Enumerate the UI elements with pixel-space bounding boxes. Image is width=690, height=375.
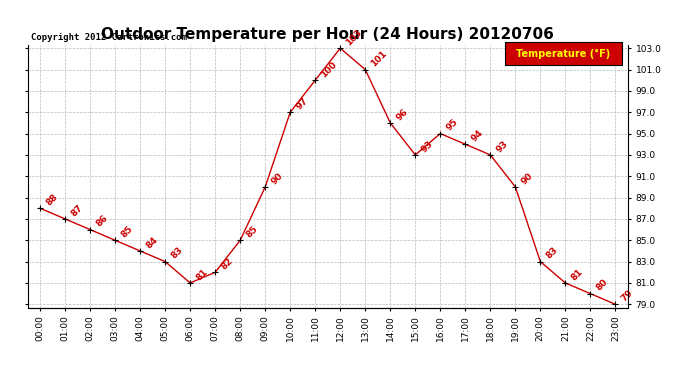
Text: 93: 93 (495, 139, 510, 154)
Text: 96: 96 (395, 107, 410, 122)
Text: 87: 87 (69, 203, 85, 218)
Text: 100: 100 (319, 60, 339, 80)
Text: 93: 93 (420, 139, 435, 154)
Title: Outdoor Temperature per Hour (24 Hours) 20120706: Outdoor Temperature per Hour (24 Hours) … (101, 27, 554, 42)
Text: 81: 81 (569, 267, 584, 282)
Text: 97: 97 (295, 96, 310, 111)
Text: 103: 103 (344, 28, 364, 47)
Text: Copyright 2012 Cartronics.com: Copyright 2012 Cartronics.com (30, 33, 186, 42)
FancyBboxPatch shape (505, 42, 622, 64)
Text: Temperature (°F): Temperature (°F) (516, 49, 610, 59)
Text: 83: 83 (169, 246, 184, 261)
Text: 85: 85 (119, 224, 135, 240)
Text: 85: 85 (244, 224, 259, 240)
Text: 95: 95 (444, 117, 460, 133)
Text: 83: 83 (544, 246, 560, 261)
Text: 81: 81 (195, 267, 210, 282)
Text: 79: 79 (620, 288, 635, 303)
Text: 90: 90 (269, 171, 284, 186)
Text: 82: 82 (219, 256, 235, 272)
Text: 80: 80 (595, 278, 610, 293)
Text: 101: 101 (369, 49, 389, 69)
Text: 84: 84 (144, 235, 159, 250)
Text: 88: 88 (44, 192, 59, 207)
Text: 90: 90 (520, 171, 535, 186)
Text: 94: 94 (469, 128, 485, 144)
Text: 86: 86 (95, 214, 110, 229)
